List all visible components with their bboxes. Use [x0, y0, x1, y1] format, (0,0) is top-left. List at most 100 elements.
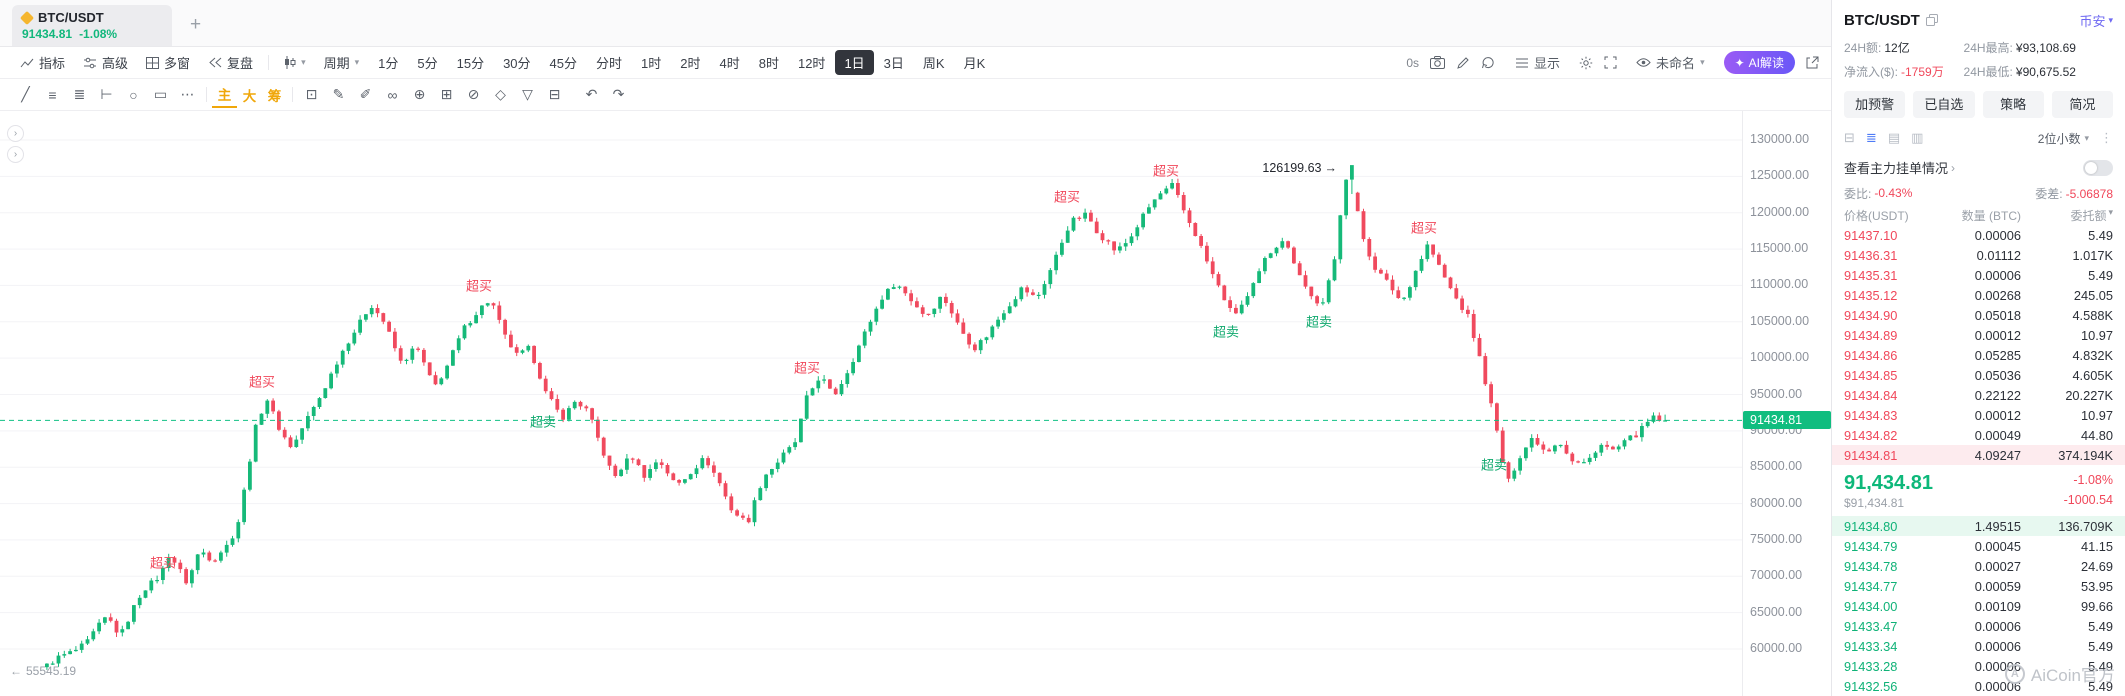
- screenshot-button[interactable]: [1430, 56, 1446, 69]
- advanced-button[interactable]: 高级: [75, 50, 136, 75]
- anchor-line-icon[interactable]: ⊢: [100, 86, 113, 102]
- ask-row[interactable]: 91437.10 0.00006 5.49: [1844, 225, 2113, 245]
- ask-row[interactable]: 91434.84 0.22122 20.227K: [1844, 385, 2113, 405]
- pin-tool-icon[interactable]: ⊕: [413, 86, 426, 102]
- orderbook-asks-icon[interactable]: ▤: [1887, 130, 1901, 146]
- orderbook-bids-icon[interactable]: ▥: [1911, 130, 1924, 146]
- rectangle-tool-icon[interactable]: ▭: [153, 86, 168, 102]
- amount-cell: 0.00006: [1974, 267, 2021, 283]
- weibi-label: 委比:: [1844, 186, 1872, 201]
- overbought-signal-label: 超买: [793, 360, 821, 376]
- settings-button[interactable]: [1579, 56, 1593, 70]
- pencil-tool-icon[interactable]: ✎: [332, 86, 345, 102]
- timeframe-月K[interactable]: 月K: [955, 50, 995, 75]
- bid-row[interactable]: 91434.00 0.00109 99.66: [1844, 596, 2113, 616]
- new-tab-button[interactable]: +: [190, 14, 202, 35]
- bid-row[interactable]: 91433.34 0.00006 5.49: [1844, 636, 2113, 656]
- period-button[interactable]: 周期 ▾: [316, 50, 368, 75]
- bid-row[interactable]: 91434.77 0.00059 53.95: [1844, 576, 2113, 596]
- overbought-signal-label: 超买: [465, 278, 493, 294]
- price-axis[interactable]: 130000.00 125000.00 120000.00 115000.00 1100…: [1742, 111, 1831, 696]
- undo-icon[interactable]: ↶: [585, 86, 598, 102]
- timeframe-1分[interactable]: 1分: [369, 50, 407, 75]
- hide-drawings-icon[interactable]: ⊘: [467, 86, 480, 102]
- total-cell: 5.49: [2088, 618, 2113, 634]
- magnet-icon[interactable]: ◇: [495, 86, 506, 102]
- bid-row[interactable]: 91434.80 1.49515 136.709K: [1832, 516, 2125, 536]
- decimals-selector[interactable]: 2位小数 ▾: [2038, 130, 2089, 147]
- link-tool-icon[interactable]: ∞: [387, 86, 398, 103]
- grid-tool-icon[interactable]: ⊞: [440, 86, 453, 102]
- ask-row[interactable]: 91434.83 0.00012 10.97: [1844, 405, 2113, 425]
- timeframe-8时[interactable]: 8时: [750, 50, 788, 75]
- timeframe-2时[interactable]: 2时: [671, 50, 709, 75]
- overlay-toggle-1[interactable]: 主: [212, 82, 237, 108]
- stat-item: 24H额: 12亿: [1844, 39, 1964, 56]
- timeframe-15分[interactable]: 15分: [448, 50, 493, 75]
- ask-row[interactable]: 91434.90 0.05018 4.588K: [1844, 305, 2113, 325]
- trash-icon[interactable]: ⊟: [548, 86, 561, 102]
- price-cell: 91433.28: [1844, 658, 1898, 674]
- filter-icon[interactable]: ▽: [522, 86, 533, 102]
- ask-row[interactable]: 91434.82 0.00049 44.80: [1844, 425, 2113, 445]
- ask-row[interactable]: 91435.31 0.00006 5.49: [1844, 265, 2113, 285]
- dice-icon[interactable]: ⊡: [305, 86, 318, 102]
- ai-analysis-button[interactable]: ✦ AI解读: [1723, 51, 1795, 74]
- ask-row[interactable]: 91436.31 0.01112 1.017K: [1844, 245, 2113, 265]
- ellipse-tool-icon[interactable]: ○: [129, 86, 138, 103]
- depth-toggle[interactable]: [2083, 159, 2113, 176]
- redo-icon[interactable]: ↷: [612, 86, 625, 102]
- edit-button[interactable]: [1456, 56, 1470, 70]
- timeframe-3日[interactable]: 3日: [875, 50, 913, 75]
- trend-line-icon[interactable]: ╱: [21, 86, 30, 102]
- orderbook-both-icon[interactable]: ⊟: [1844, 130, 1855, 146]
- display-settings-button[interactable]: 显示: [1507, 50, 1568, 75]
- layout-selector[interactable]: 未命名 ▾: [1628, 50, 1713, 75]
- fullscreen-button[interactable]: [1604, 56, 1617, 69]
- panel-button-策略[interactable]: 策略: [1982, 91, 2044, 119]
- timeframe-45分[interactable]: 45分: [541, 50, 586, 75]
- panel-button-加预警[interactable]: 加预警: [1844, 91, 1906, 119]
- timeframe-30分[interactable]: 30分: [494, 50, 539, 75]
- timeframe-5分[interactable]: 5分: [408, 50, 446, 75]
- main-orders-link[interactable]: 查看主力挂单情况: [1844, 161, 1949, 177]
- total-cell: 4.588K: [2072, 307, 2113, 323]
- refresh-button[interactable]: [1481, 56, 1496, 69]
- timeframe-周K[interactable]: 周K: [914, 50, 954, 75]
- timeframe-1日[interactable]: 1日: [835, 50, 874, 75]
- panel-button-已自选[interactable]: 已自选: [1913, 91, 1975, 119]
- brush-tool-icon[interactable]: ✐: [359, 86, 372, 102]
- bid-row[interactable]: 91433.28 0.00006 5.49: [1844, 656, 2113, 676]
- timeframe-分时[interactable]: 分时: [587, 50, 631, 75]
- ask-row[interactable]: 91434.86 0.05285 4.832K: [1844, 345, 2113, 365]
- share-button[interactable]: [1806, 56, 1819, 69]
- overlay-toggle-2[interactable]: 大: [242, 88, 257, 104]
- ask-row[interactable]: 91434.81 4.09247 374.194K: [1832, 445, 2125, 466]
- timeframe-4时[interactable]: 4时: [711, 50, 749, 75]
- replay-button[interactable]: 复盘: [200, 50, 261, 75]
- ask-row[interactable]: 91434.85 0.05036 4.605K: [1844, 365, 2113, 385]
- collapse-panel-bottom-button[interactable]: ›: [7, 146, 24, 163]
- ask-row[interactable]: 91435.12 0.00268 245.05: [1844, 285, 2113, 305]
- indicators-button[interactable]: 指标: [12, 50, 73, 75]
- overlay-toggle-3[interactable]: 筹: [267, 88, 282, 104]
- orderbook-list-icon[interactable]: ≣: [1865, 130, 1877, 146]
- bid-row[interactable]: 91433.47 0.00006 5.49: [1844, 616, 2113, 636]
- bid-row[interactable]: 91434.79 0.00045 41.15: [1844, 536, 2113, 556]
- ask-row[interactable]: 91434.89 0.00012 10.97: [1844, 325, 2113, 345]
- orderbook-layout-icon[interactable]: ⋮: [2100, 130, 2113, 146]
- panel-button-简况[interactable]: 简况: [2051, 91, 2113, 119]
- exchange-selector[interactable]: 币安 ▾: [2079, 11, 2113, 30]
- timeframe-12时[interactable]: 12时: [789, 50, 834, 75]
- chart[interactable]: 超买 超买 超买 超卖 超买 超买 超买 超卖 超卖 超买 超卖 126199.63 → › › ←…: [0, 111, 1831, 696]
- timeframe-1时[interactable]: 1时: [632, 50, 670, 75]
- fib-retracement-icon[interactable]: ≣: [73, 86, 86, 102]
- horizontal-line-icon[interactable]: ≡: [48, 86, 57, 103]
- chart-type-button[interactable]: ▾: [276, 53, 314, 72]
- symbol-tab[interactable]: BTC/USDT 91434.81 -1.08%: [12, 5, 172, 46]
- multi-window-button[interactable]: 多窗: [138, 50, 198, 75]
- copy-icon[interactable]: [1925, 14, 1938, 27]
- collapse-panel-top-button[interactable]: ›: [7, 125, 24, 142]
- bid-row[interactable]: 91434.78 0.00027 24.69: [1844, 556, 2113, 576]
- more-tools-icon[interactable]: ⋯: [180, 86, 195, 102]
